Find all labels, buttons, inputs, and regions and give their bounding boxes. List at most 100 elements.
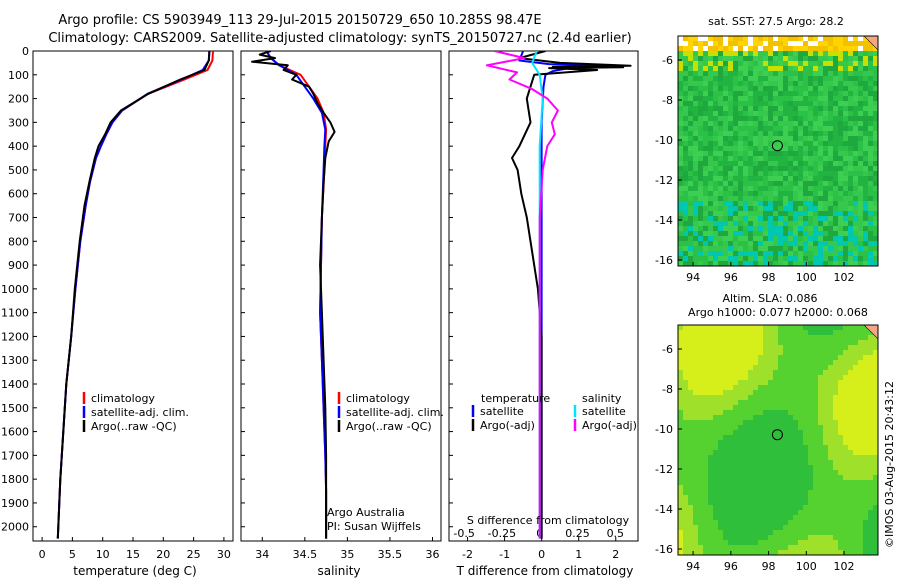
- map-lat-tick-label: -10: [655, 423, 673, 436]
- depth-tick-label: 1400: [1, 378, 29, 391]
- map-lat-tick-label: -10: [655, 134, 673, 147]
- depth-tick-label: 700: [8, 212, 29, 225]
- x-tick-label: 0: [538, 548, 545, 561]
- figure-title-line2: Climatology: CARS2009. Satellite-adjuste…: [48, 31, 631, 46]
- s-difference-tick-label: 0.5: [607, 527, 625, 540]
- x-tick-label: -2: [462, 548, 473, 561]
- depth-tick-label: 1000: [1, 283, 29, 296]
- map-lat-tick-label: -6: [662, 54, 673, 67]
- x-tick-label: 1: [575, 548, 582, 561]
- x-tick-label: -1: [499, 548, 510, 561]
- difference-legend: temperature salinity satellite Argo(-adj…: [471, 392, 637, 432]
- map-lon-tick-label: 102: [834, 560, 855, 573]
- sla-map-argo-marker: [771, 429, 783, 441]
- difference-series: [485, 51, 632, 539]
- depth-tick-label: 600: [8, 188, 29, 201]
- salinity-annotation-line2: PI: Susan Wijffels: [327, 520, 421, 533]
- depth-tick-label: 1800: [1, 473, 29, 486]
- x-tick-label: 0: [39, 548, 46, 561]
- x-tick-label: 15: [126, 548, 140, 561]
- x-tick-label: 2: [612, 548, 619, 561]
- map-lon-tick-label: 96: [724, 271, 738, 284]
- salinity-legend-climatology: climatology: [346, 392, 410, 405]
- sst-map-axes: 94 96 98 100 102 -6 -8 -10 -12 -14 -16: [655, 54, 855, 284]
- map-lat-tick-label: -14: [655, 503, 673, 516]
- depth-tick-label: 300: [8, 116, 29, 129]
- depth-tick-label: 2000: [1, 521, 29, 534]
- x-tick-label: 10: [96, 548, 110, 561]
- salinity-series: [251, 51, 336, 539]
- difference-x-label: T difference from climatology: [456, 564, 634, 578]
- sst-map-title: sat. SST: 27.5 Argo: 28.2: [708, 15, 844, 28]
- salinity-annotation-line1: Argo Australia: [327, 506, 405, 519]
- x-tick-label: 34.5: [293, 548, 318, 561]
- x-tick-label: 35: [340, 548, 354, 561]
- difference-legend-s-satellite: satellite: [582, 405, 626, 418]
- difference-top-x-label: S difference from climatology: [467, 514, 630, 527]
- salinity-plot-area: [240, 50, 442, 542]
- depth-axis: 0 100 200 300 400 500 600 700 800 900 1000 1100 1200…: [1, 45, 37, 534]
- sla-map-cells: [678, 325, 878, 555]
- temperature-plot-area: [32, 50, 234, 542]
- sst-map-cells: [678, 36, 878, 266]
- map-lon-tick-label: 96: [724, 560, 738, 573]
- difference-legend-salinity-title: salinity: [582, 392, 622, 405]
- x-tick-label: 20: [156, 548, 170, 561]
- figure-title-line1: Argo profile: CS 5903949_113 29-Jul-2015…: [58, 13, 541, 28]
- s-difference-tick-label: -0.25: [488, 527, 516, 540]
- map-lon-tick-label: 94: [686, 271, 700, 284]
- map-lat-tick-label: -14: [655, 214, 673, 227]
- depth-tick-label: 500: [8, 164, 29, 177]
- s-difference-tick-label: -0.5: [453, 527, 474, 540]
- temperature-panel: 0100200300400500600700800900100011001200…: [1, 45, 234, 578]
- depth-tick-label: 400: [8, 140, 29, 153]
- map-lat-tick-label: -16: [655, 543, 673, 556]
- depth-tick-label: 800: [8, 235, 29, 248]
- temperature-legend-satellite: satellite-adj. clim.: [91, 406, 189, 419]
- map-lat-tick-label: -12: [655, 463, 673, 476]
- sla-map-subtitle: Argo h1000: 0.077 h2000: 0.068: [688, 306, 868, 319]
- x-tick-label: 34: [255, 548, 269, 561]
- difference-plot-area: [448, 50, 639, 542]
- sst-map-argo-marker: [771, 140, 783, 152]
- difference-axis: -2 -1 0 1 2-0.5 -0.25 0 0.25 0.5: [449, 50, 625, 561]
- x-tick-label: 36: [425, 548, 439, 561]
- difference-legend-t-satellite: satellite: [480, 405, 524, 418]
- temperature-x-axis: 0 5 10 15 20 25 30: [39, 537, 231, 561]
- depth-tick-label: 100: [8, 69, 29, 82]
- series-line-argo-raw-qc-: [251, 51, 336, 539]
- map-lon-tick-label: 98: [762, 560, 776, 573]
- depth-tick-label: 1300: [1, 354, 29, 367]
- map-lat-tick-label: -12: [655, 174, 673, 187]
- depth-tick-label: 1500: [1, 402, 29, 415]
- depth-tick-label: 1100: [1, 307, 29, 320]
- sla-map: Altim. SLA: 0.086 Argo h1000: 0.077 h200…: [655, 292, 879, 573]
- temperature-legend-climatology: climatology: [91, 392, 155, 405]
- map-lat-tick-label: -16: [655, 254, 673, 267]
- map-lat-tick-label: -8: [662, 94, 673, 107]
- salinity-panel: 34 34.5 35 35.5 36 salinity climatology sate…: [240, 50, 444, 578]
- depth-tick-label: 0: [22, 45, 29, 58]
- difference-legend-s-argo: Argo(-adj): [582, 419, 637, 432]
- map-lat-tick-label: -6: [662, 343, 673, 356]
- difference-legend-t-argo: Argo(-adj): [480, 419, 535, 432]
- temperature-x-label: temperature (deg C): [73, 564, 196, 578]
- difference-panel: -2 -1 0 1 2-0.5 -0.25 0 0.25 0.5 temperature sal…: [448, 50, 639, 578]
- depth-tick-label: 1900: [1, 497, 29, 510]
- imos-timestamp: ©IMOS 03-Aug-2015 20:43:12: [883, 381, 896, 548]
- map-lat-tick-label: -8: [662, 383, 673, 396]
- depth-tick-label: 200: [8, 93, 29, 106]
- sst-map: sat. SST: 27.5 Argo: 28.2 94 96 98 100 102 -6…: [655, 15, 879, 284]
- depth-tick-label: 900: [8, 259, 29, 272]
- x-tick-label: 5: [69, 548, 76, 561]
- depth-tick-label: 1200: [1, 330, 29, 343]
- temperature-series: [56, 51, 214, 539]
- salinity-legend: climatology satellite-adj. clim. Argo(..…: [337, 392, 444, 433]
- x-tick-label: 25: [187, 548, 201, 561]
- difference-legend-temperature-title: temperature: [481, 392, 550, 405]
- series-line-t-argo-adj-: [511, 51, 632, 539]
- salinity-x-label: salinity: [317, 564, 360, 578]
- temperature-legend: climatology satellite-adj. clim. Argo(..…: [82, 392, 189, 433]
- temperature-legend-argo: Argo(..raw -QC): [91, 420, 177, 433]
